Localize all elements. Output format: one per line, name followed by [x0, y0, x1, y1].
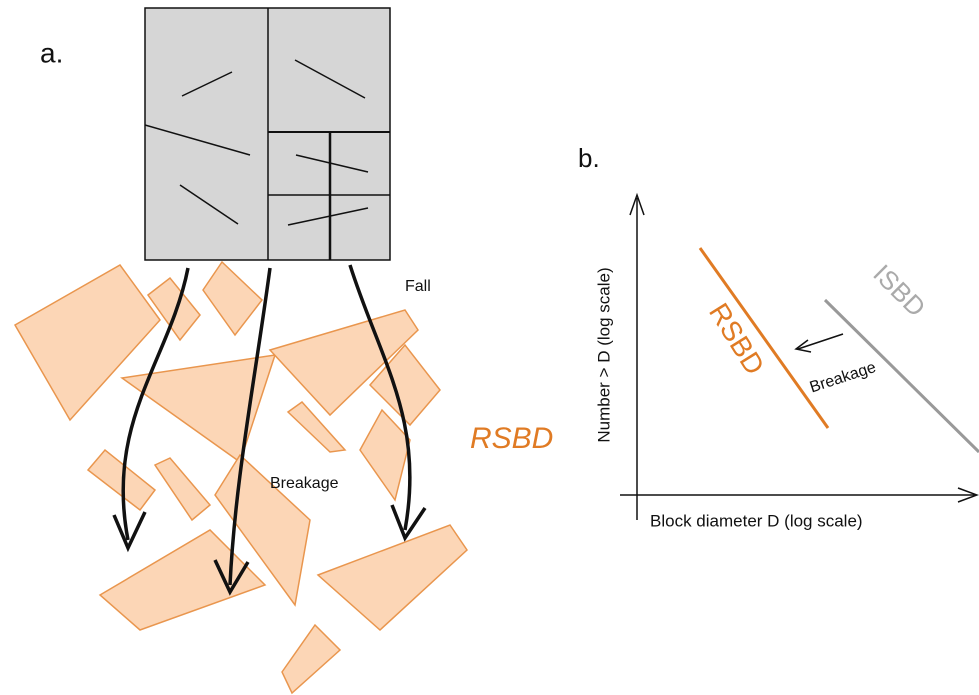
x-axis-label: Block diameter D (log scale)	[650, 511, 863, 530]
panel-label: a.	[40, 37, 63, 68]
breakage-label: Breakage	[808, 359, 878, 396]
rock-block	[145, 8, 390, 260]
breakage-label: Breakage	[270, 475, 339, 492]
panel-label: b.	[578, 143, 600, 173]
fall-label: Fall	[405, 278, 431, 295]
rsbd-label: RSBD	[470, 422, 553, 455]
y-axis-label: Number > D (log scale)	[594, 267, 613, 442]
isbd-curve-label: ISBD	[867, 258, 931, 322]
diagram: a. Fall Breakage RSBD b. Number > D (log…	[0, 0, 979, 695]
axes	[620, 195, 977, 520]
rsbd-curve-label: RSBD	[703, 298, 771, 380]
